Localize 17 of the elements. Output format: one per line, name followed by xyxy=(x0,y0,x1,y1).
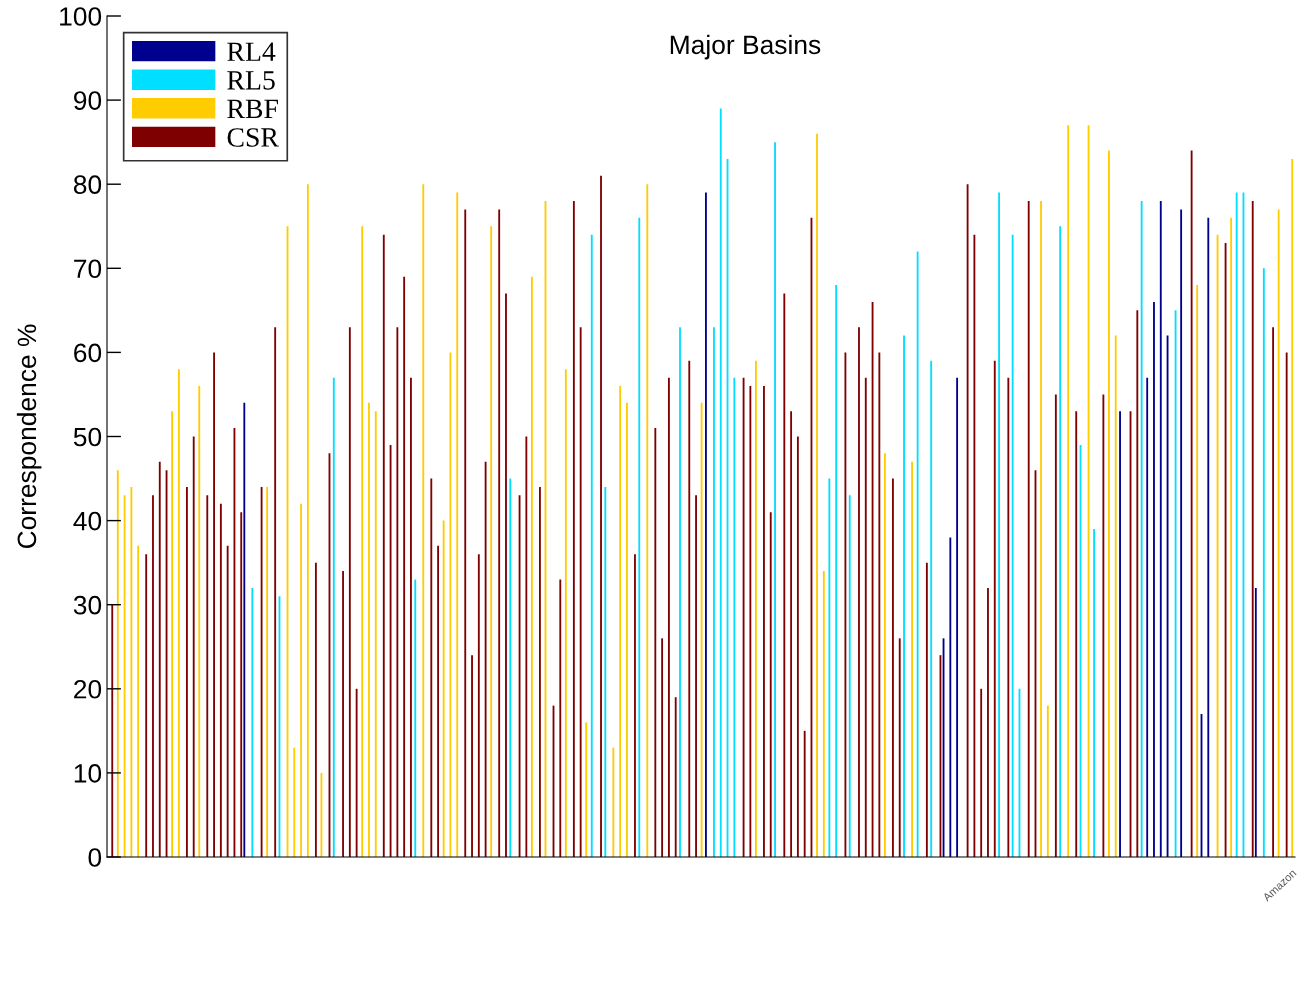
text: Major Basins xyxy=(670,34,821,60)
y-tick-label: 30 xyxy=(73,595,102,615)
y-tick-label: 20 xyxy=(74,679,102,699)
y-tick-label: 100 xyxy=(60,7,102,26)
legend-label: RL5 xyxy=(227,71,275,90)
y-tick-label: 90 xyxy=(74,91,102,110)
y-tick-label: 0 xyxy=(88,848,102,867)
y-tick-label: 50 xyxy=(73,427,102,447)
y-tick-label: 70 xyxy=(74,259,102,279)
legend-label: CSR xyxy=(227,128,279,147)
y-axis-title: Correspondence % xyxy=(16,324,42,549)
y-tick-label: 80 xyxy=(73,175,102,195)
y-tick-label: 60 xyxy=(74,343,102,363)
legend-label: RBF xyxy=(227,99,278,119)
y-tick-label: 40 xyxy=(73,511,102,531)
y-tick-label: 10 xyxy=(74,764,102,783)
legend-label: RL4 xyxy=(227,42,276,61)
